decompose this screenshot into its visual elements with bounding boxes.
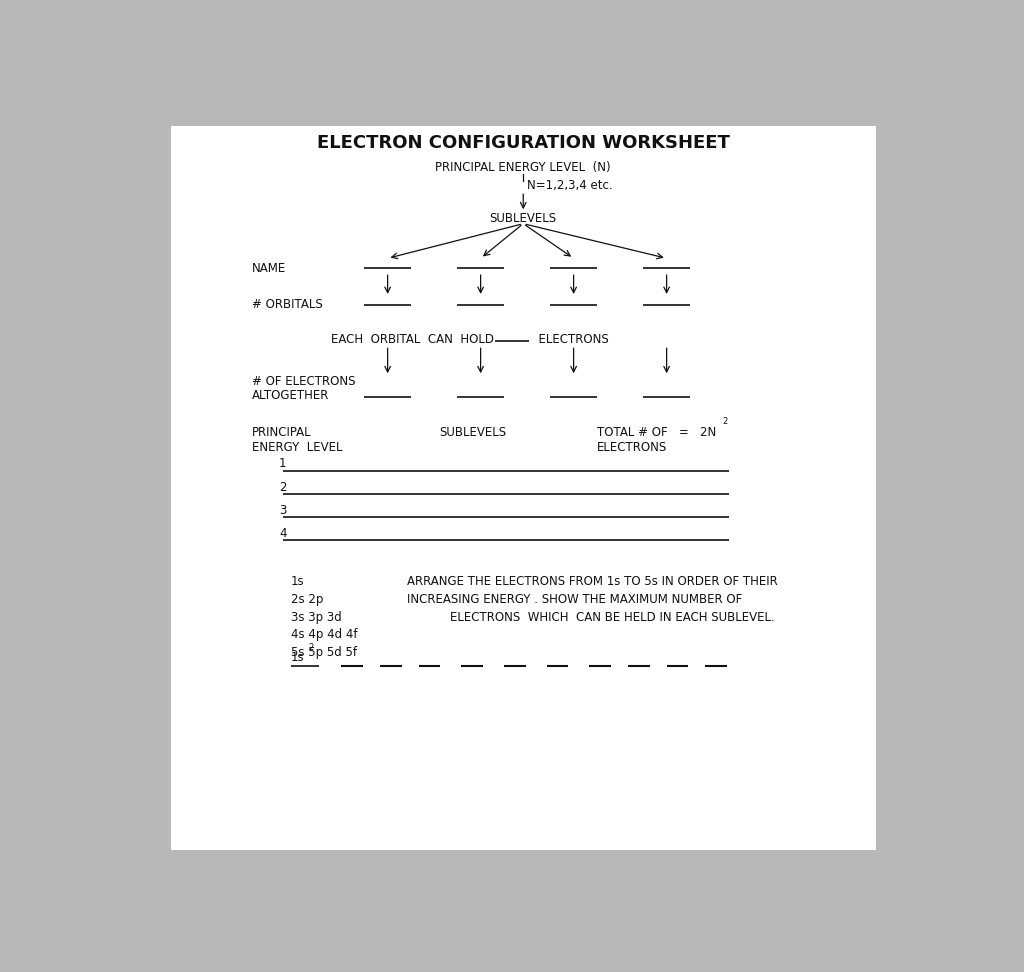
Text: 3s 3p 3d: 3s 3p 3d <box>291 610 341 624</box>
Text: 2: 2 <box>308 642 313 651</box>
Text: 4s 4p 4d 4f: 4s 4p 4d 4f <box>291 628 357 642</box>
Text: 1s: 1s <box>291 575 304 588</box>
Text: N=1,2,3,4 etc.: N=1,2,3,4 etc. <box>527 180 612 192</box>
Text: INCREASING ENERGY . SHOW THE MAXIMUM NUMBER OF: INCREASING ENERGY . SHOW THE MAXIMUM NUM… <box>407 593 742 606</box>
Text: # OF ELECTRONS: # OF ELECTRONS <box>252 375 355 388</box>
Text: NAME: NAME <box>252 261 287 275</box>
Text: ENERGY  LEVEL: ENERGY LEVEL <box>252 441 342 454</box>
Text: ELECTRONS: ELECTRONS <box>597 441 667 454</box>
Text: SUBLEVELS: SUBLEVELS <box>439 426 507 438</box>
Text: # ORBITALS: # ORBITALS <box>252 298 323 311</box>
Text: 5s 5p 5d 5f: 5s 5p 5d 5f <box>291 646 356 659</box>
Text: 1: 1 <box>280 458 287 470</box>
FancyBboxPatch shape <box>171 126 876 850</box>
Text: SUBLEVELS: SUBLEVELS <box>489 212 557 225</box>
Text: ELECTRONS  WHICH  CAN BE HELD IN EACH SUBLEVEL.: ELECTRONS WHICH CAN BE HELD IN EACH SUBL… <box>450 610 774 624</box>
Text: ALTOGETHER: ALTOGETHER <box>252 389 330 401</box>
Text: ELECTRONS: ELECTRONS <box>531 333 608 346</box>
Text: 2: 2 <box>280 480 287 494</box>
Text: PRINCIPAL: PRINCIPAL <box>252 426 311 438</box>
Text: TOTAL # OF   =   2N: TOTAL # OF = 2N <box>597 426 716 438</box>
Text: EACH  ORBITAL  CAN  HOLD: EACH ORBITAL CAN HOLD <box>331 333 494 346</box>
Text: 3: 3 <box>280 503 287 516</box>
Text: 4: 4 <box>280 527 287 539</box>
Text: ARRANGE THE ELECTRONS FROM 1s TO 5s IN ORDER OF THEIR: ARRANGE THE ELECTRONS FROM 1s TO 5s IN O… <box>407 575 778 588</box>
Text: ELECTRON CONFIGURATION WORKSHEET: ELECTRON CONFIGURATION WORKSHEET <box>316 134 730 152</box>
Text: 1s: 1s <box>291 650 304 664</box>
Text: PRINCIPAL ENERGY LEVEL  (N): PRINCIPAL ENERGY LEVEL (N) <box>435 161 611 174</box>
Text: 2s 2p: 2s 2p <box>291 593 324 606</box>
Text: 2: 2 <box>722 417 728 426</box>
